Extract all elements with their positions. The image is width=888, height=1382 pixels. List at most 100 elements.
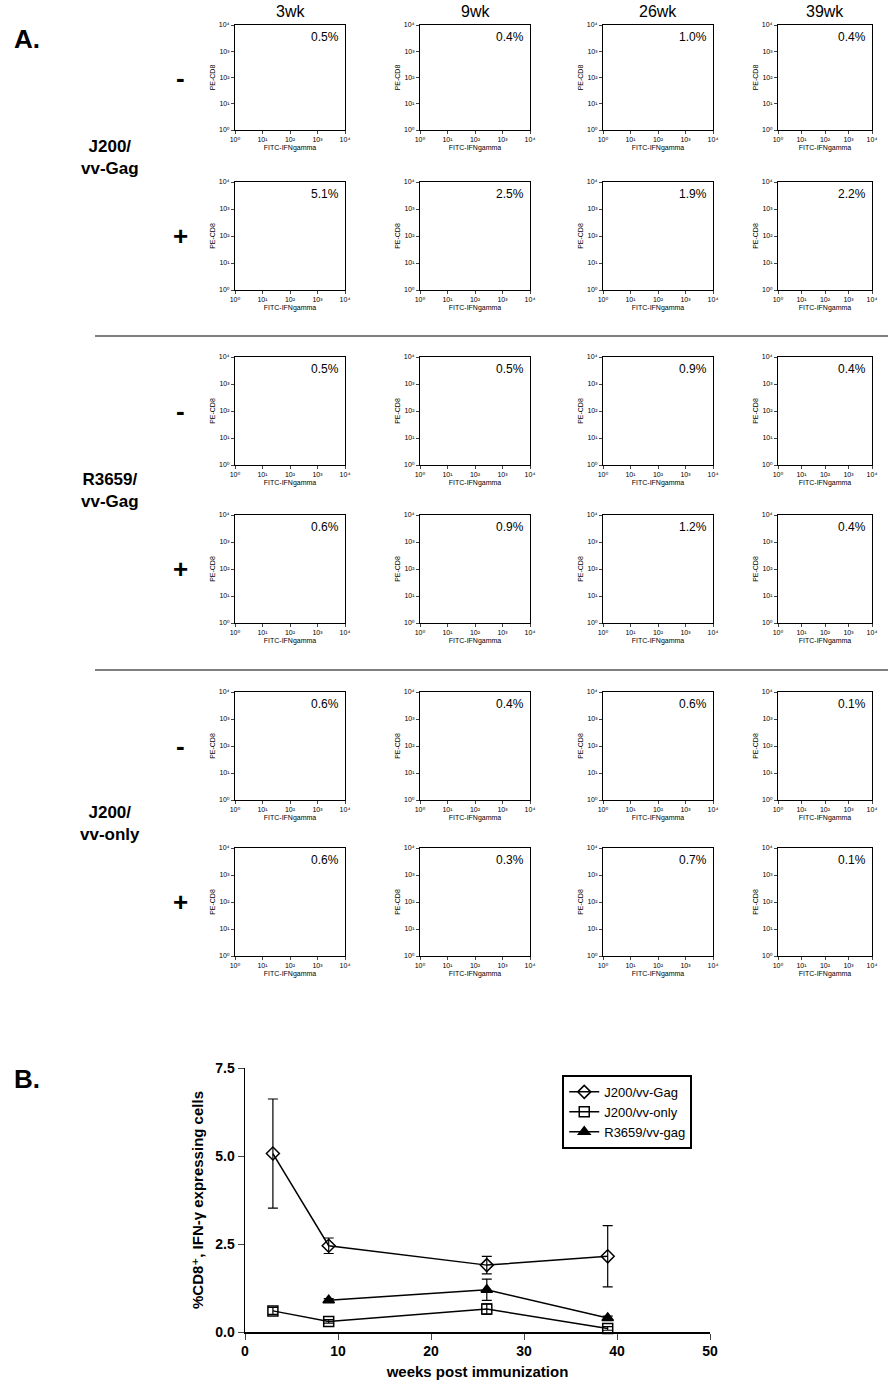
svg-text:10²: 10² — [820, 471, 831, 478]
svg-text:10²: 10² — [470, 962, 481, 969]
svg-text:10⁴: 10⁴ — [867, 136, 878, 143]
svg-text:10⁴: 10⁴ — [525, 806, 536, 813]
svg-text:9wk: 9wk — [461, 3, 490, 20]
svg-text:FITC-IFNgamma: FITC-IFNgamma — [449, 637, 502, 645]
svg-text:10²: 10² — [653, 136, 664, 143]
svg-text:10²: 10² — [404, 407, 415, 414]
svg-text:+: + — [173, 221, 188, 251]
svg-text:PE-CD8: PE-CD8 — [209, 65, 216, 91]
svg-text:10¹: 10¹ — [404, 925, 415, 932]
svg-text:10¹: 10¹ — [219, 925, 230, 932]
svg-text:PE-CD8: PE-CD8 — [394, 889, 401, 915]
svg-text:10³: 10³ — [843, 136, 854, 143]
svg-text:10⁴: 10⁴ — [762, 178, 773, 185]
svg-text:10⁴: 10⁴ — [219, 21, 230, 28]
svg-text:10⁰: 10⁰ — [587, 796, 598, 803]
svg-text:10²: 10² — [285, 136, 296, 143]
svg-text:10²: 10² — [470, 296, 481, 303]
svg-text:26wk: 26wk — [639, 3, 677, 20]
svg-text:10¹: 10¹ — [442, 296, 453, 303]
svg-text:10¹: 10¹ — [442, 471, 453, 478]
svg-text:10⁰: 10⁰ — [415, 296, 426, 303]
svg-text:FITC-IFNgamma: FITC-IFNgamma — [264, 814, 317, 822]
svg-text:0.5%: 0.5% — [496, 362, 524, 376]
svg-text:10⁰: 10⁰ — [587, 952, 598, 959]
svg-text:PE-CD8: PE-CD8 — [752, 733, 759, 759]
svg-text:10⁴: 10⁴ — [587, 178, 598, 185]
svg-text:10⁴: 10⁴ — [587, 688, 598, 695]
svg-text:FITC-IFNgamma: FITC-IFNgamma — [632, 479, 685, 487]
svg-text:FITC-IFNgamma: FITC-IFNgamma — [632, 144, 685, 152]
svg-text:10³: 10³ — [762, 205, 773, 212]
svg-text:10⁴: 10⁴ — [219, 178, 230, 185]
svg-text:PE-CD8: PE-CD8 — [577, 398, 584, 424]
svg-text:10³: 10³ — [587, 715, 598, 722]
svg-text:10⁴: 10⁴ — [525, 962, 536, 969]
svg-text:10⁰: 10⁰ — [773, 629, 784, 636]
svg-text:3wk: 3wk — [276, 3, 305, 20]
svg-text:1.9%: 1.9% — [679, 187, 707, 201]
svg-text:10⁰: 10⁰ — [404, 126, 415, 133]
svg-text:10⁴: 10⁴ — [525, 136, 536, 143]
svg-text:FITC-IFNgamma: FITC-IFNgamma — [632, 814, 685, 822]
svg-text:10¹: 10¹ — [442, 962, 453, 969]
svg-text:10¹: 10¹ — [587, 592, 598, 599]
svg-text:FITC-IFNgamma: FITC-IFNgamma — [799, 479, 852, 487]
svg-text:10³: 10³ — [219, 538, 230, 545]
svg-text:PE-CD8: PE-CD8 — [394, 65, 401, 91]
svg-text:J200/vv-only: J200/vv-only — [604, 1105, 677, 1120]
svg-text:10⁴: 10⁴ — [340, 136, 351, 143]
svg-text:0.3%: 0.3% — [496, 853, 524, 867]
svg-text:10¹: 10¹ — [587, 259, 598, 266]
svg-text:10⁴: 10⁴ — [867, 629, 878, 636]
svg-text:10⁰: 10⁰ — [587, 126, 598, 133]
svg-text:10⁴: 10⁴ — [587, 844, 598, 851]
svg-text:10³: 10³ — [219, 871, 230, 878]
svg-text:10⁰: 10⁰ — [415, 136, 426, 143]
svg-text:10³: 10³ — [680, 296, 691, 303]
svg-text:10⁰: 10⁰ — [598, 471, 609, 478]
svg-text:10¹: 10¹ — [796, 296, 807, 303]
svg-text:10²: 10² — [404, 742, 415, 749]
svg-text:10⁴: 10⁴ — [340, 629, 351, 636]
svg-text:10²: 10² — [762, 742, 773, 749]
svg-text:FITC-IFNgamma: FITC-IFNgamma — [449, 144, 502, 152]
svg-text:10¹: 10¹ — [762, 100, 773, 107]
svg-text:10⁴: 10⁴ — [762, 21, 773, 28]
svg-text:10³: 10³ — [219, 380, 230, 387]
svg-text:10⁰: 10⁰ — [587, 461, 598, 468]
svg-text:FITC-IFNgamma: FITC-IFNgamma — [799, 637, 852, 645]
svg-text:10²: 10² — [219, 898, 230, 905]
svg-text:FITC-IFNgamma: FITC-IFNgamma — [264, 970, 317, 978]
svg-text:30: 30 — [516, 1343, 532, 1359]
svg-text:0.6%: 0.6% — [679, 697, 707, 711]
svg-text:0: 0 — [241, 1343, 249, 1359]
svg-text:10⁰: 10⁰ — [773, 296, 784, 303]
svg-text:10¹: 10¹ — [625, 296, 636, 303]
svg-text:10³: 10³ — [762, 48, 773, 55]
svg-text:10¹: 10¹ — [762, 434, 773, 441]
svg-text:10¹: 10¹ — [257, 962, 268, 969]
svg-text:10¹: 10¹ — [404, 100, 415, 107]
svg-text:10⁴: 10⁴ — [708, 629, 719, 636]
svg-text:10⁴: 10⁴ — [867, 962, 878, 969]
svg-text:10⁴: 10⁴ — [404, 688, 415, 695]
svg-text:10²: 10² — [587, 407, 598, 414]
svg-text:10³: 10³ — [404, 205, 415, 212]
svg-text:10⁰: 10⁰ — [219, 461, 230, 468]
svg-text:10²: 10² — [470, 136, 481, 143]
svg-text:10⁴: 10⁴ — [587, 21, 598, 28]
svg-text:10⁰: 10⁰ — [773, 136, 784, 143]
svg-text:10³: 10³ — [762, 380, 773, 387]
svg-text:10²: 10² — [470, 806, 481, 813]
svg-text:PE-CD8: PE-CD8 — [394, 223, 401, 249]
svg-text:10⁴: 10⁴ — [404, 353, 415, 360]
svg-text:10⁴: 10⁴ — [762, 688, 773, 695]
svg-text:10⁰: 10⁰ — [230, 136, 241, 143]
svg-text:10¹: 10¹ — [625, 806, 636, 813]
svg-text:10²: 10² — [820, 296, 831, 303]
svg-text:5.0: 5.0 — [215, 1148, 235, 1164]
svg-text:10⁰: 10⁰ — [404, 619, 415, 626]
svg-text:PE-CD8: PE-CD8 — [752, 889, 759, 915]
svg-text:-: - — [176, 63, 185, 93]
